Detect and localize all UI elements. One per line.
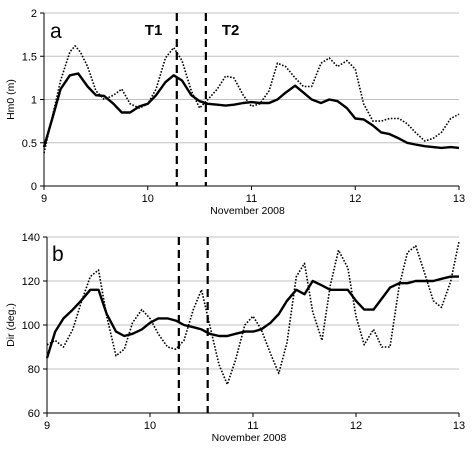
panel-a-hm0-chart: 9 10 11 12 13 0 0.5 1 1.5 2 November 2008 Hm0 (m) a T… [5, 8, 465, 217]
x-tick-label: 10 [142, 193, 154, 205]
x-tick-label: 13 [453, 420, 465, 432]
y-tick-label: 100 [22, 320, 40, 332]
y-tick-label: 60 [28, 408, 40, 420]
event-marker-label: T2 [222, 22, 240, 39]
y-tick-label: 1.5 [22, 51, 37, 63]
y-axis-title: Dir (deg.) [5, 303, 17, 347]
y-tick-label: 0 [31, 181, 37, 193]
x-tick-label: 11 [247, 420, 258, 432]
series-line-dotted [46, 241, 460, 386]
series-line-solid [42, 72, 460, 150]
y-axis-title: Hm0 (m) [5, 79, 17, 120]
y-tick-label: 120 [22, 276, 40, 288]
series-line-solid [45, 275, 459, 359]
panel-letter: b [52, 243, 64, 266]
x-tick-label: 11 [246, 193, 257, 205]
x-tick-label: 13 [453, 193, 465, 205]
x-tick-label: 9 [44, 420, 50, 432]
x-tick-label: 12 [349, 193, 361, 205]
series-line-dotted [43, 45, 460, 154]
x-tick-label: 10 [144, 420, 156, 432]
x-tick-label: 9 [41, 193, 47, 205]
y-tick-label: 80 [28, 364, 40, 376]
x-tick-label: 12 [350, 420, 362, 432]
event-marker-label: T1 [145, 22, 163, 39]
y-tick-label: 140 [22, 232, 40, 244]
panel-b-direction-chart: 9 10 11 12 13 60 80 100 120 140 November 2008 Dir (… [5, 232, 465, 444]
x-axis-title: November 2008 [210, 205, 285, 217]
panel-letter: a [50, 20, 62, 43]
y-tick-label: 1 [31, 95, 37, 107]
y-tick-label: 0.5 [22, 138, 37, 150]
y-tick-label: 2 [31, 8, 37, 20]
x-axis-title: November 2008 [212, 432, 287, 444]
